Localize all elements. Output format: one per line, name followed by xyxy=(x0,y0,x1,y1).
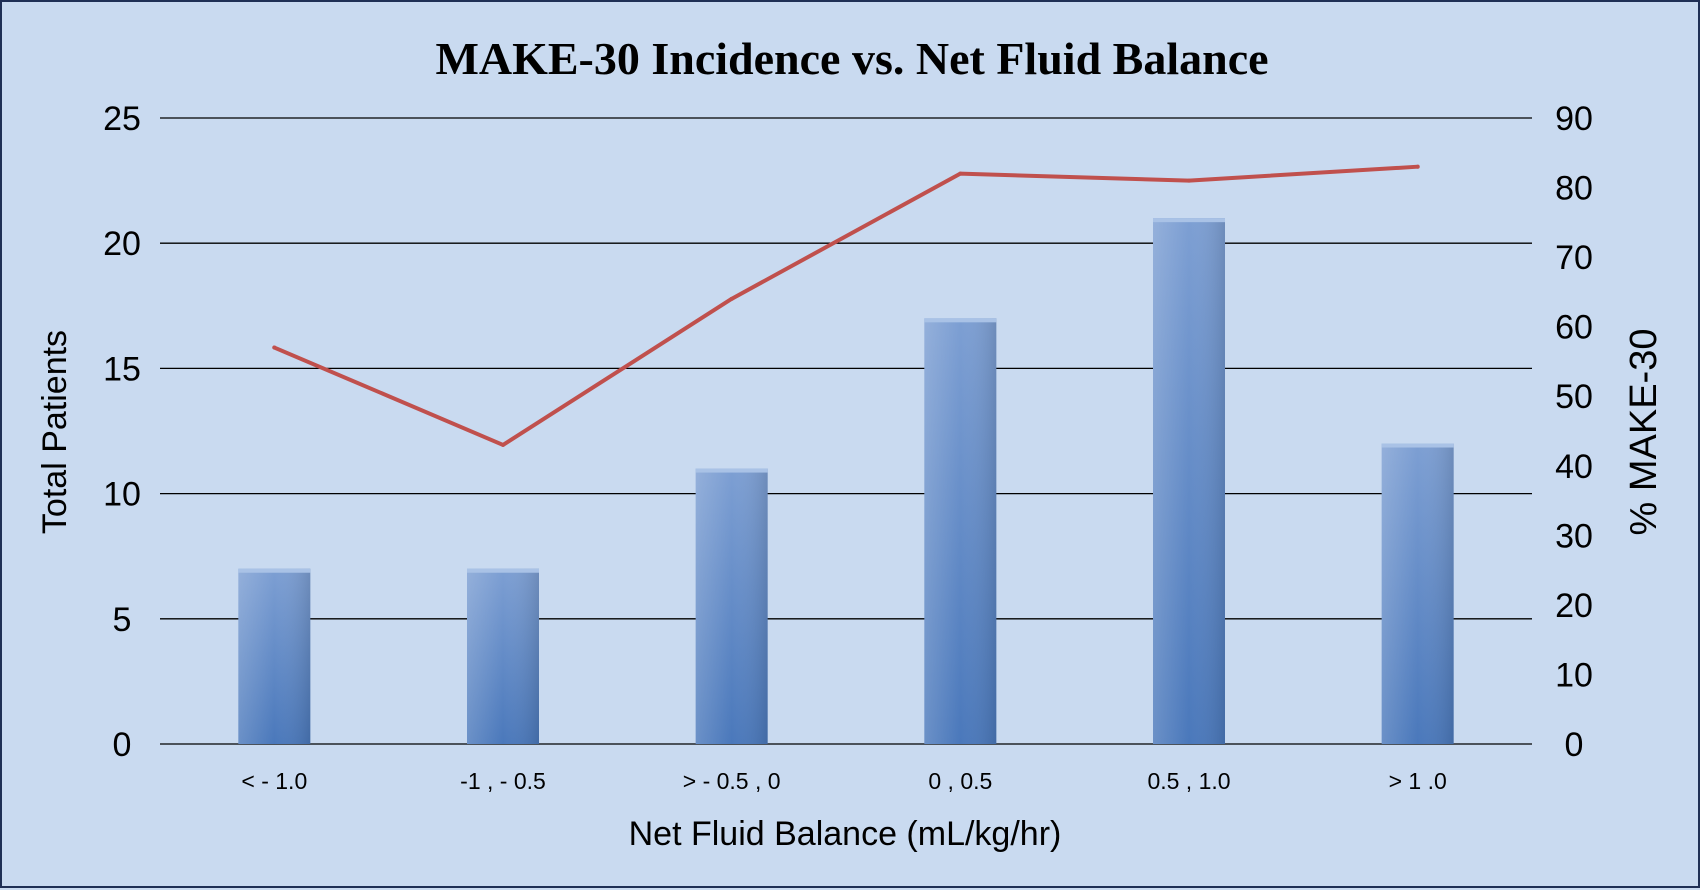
x-tick-label: > 1 .0 xyxy=(1389,768,1447,794)
x-tick-label: 0 , 0.5 xyxy=(928,768,992,794)
y2-tick-label: 20 xyxy=(1555,587,1593,625)
line-point xyxy=(501,442,505,447)
bar xyxy=(695,468,768,744)
left-axis-ticks: 0 5 10 15 20 25 xyxy=(103,100,141,764)
y-tick-label: 5 xyxy=(113,601,132,639)
bar-top-highlight xyxy=(1153,218,1225,223)
x-axis-title: Net Fluid Balance (mL/kg/hr) xyxy=(629,815,1062,853)
y-tick-label: 20 xyxy=(103,225,141,263)
y2-tick-label: 60 xyxy=(1555,309,1593,347)
bar xyxy=(1153,218,1225,744)
y2-tick-label: 30 xyxy=(1555,517,1593,555)
y-tick-label: 15 xyxy=(103,350,141,388)
line-point xyxy=(272,345,277,350)
bar xyxy=(924,318,997,744)
line-point xyxy=(1187,178,1191,183)
bar-shade xyxy=(238,568,311,744)
bar-top-highlight xyxy=(924,318,997,323)
bar-shade xyxy=(924,318,997,744)
make30-line xyxy=(272,164,1420,447)
category-axis-ticks: < - 1.0 -1 , - 0.5 > - 0.5 , 0 0 , 0.5 0.5 ,… xyxy=(241,768,1446,794)
y2-tick-label: 90 xyxy=(1555,100,1593,138)
y2-tick-label: 10 xyxy=(1555,656,1593,694)
chart-title: MAKE-30 Incidence vs. Net Fluid Balance xyxy=(435,33,1268,84)
bar-top-highlight xyxy=(1381,443,1454,448)
bar-top-highlight xyxy=(695,468,768,473)
gridlines xyxy=(160,117,1532,745)
y2-tick-label: 80 xyxy=(1555,170,1593,208)
bar-series xyxy=(238,218,1454,744)
x-tick-label: -1 , - 0.5 xyxy=(460,768,546,794)
bar-shade xyxy=(467,568,539,744)
y-tick-label: 10 xyxy=(103,476,141,514)
line-series xyxy=(272,164,1420,447)
bar xyxy=(238,568,311,744)
x-tick-label: < - 1.0 xyxy=(241,768,307,794)
y-axis-title: Total Patients xyxy=(36,330,74,534)
y2-tick-label: 50 xyxy=(1555,378,1593,416)
y2-tick-label: 0 xyxy=(1565,726,1584,764)
bar xyxy=(1381,443,1454,744)
y2-tick-label: 70 xyxy=(1555,239,1593,277)
bar xyxy=(467,568,539,744)
y2-tick-label: 40 xyxy=(1555,448,1593,486)
bar-shade xyxy=(1153,218,1225,744)
y2-axis-title: % MAKE-30 xyxy=(1623,329,1665,536)
bar-top-highlight xyxy=(238,568,311,573)
bar-shade xyxy=(1381,443,1454,744)
bar-shade xyxy=(695,468,768,744)
x-tick-label: 0.5 , 1.0 xyxy=(1147,768,1230,794)
line-point xyxy=(958,171,963,176)
y-tick-label: 25 xyxy=(103,100,141,138)
line-point xyxy=(729,296,734,301)
x-tick-label: > - 0.5 , 0 xyxy=(683,768,781,794)
bar-top-highlight xyxy=(467,568,539,573)
line-point xyxy=(1415,164,1420,169)
y-tick-label: 0 xyxy=(113,726,132,764)
right-axis-ticks: 0 10 20 30 40 50 60 70 80 90 xyxy=(1555,100,1593,764)
